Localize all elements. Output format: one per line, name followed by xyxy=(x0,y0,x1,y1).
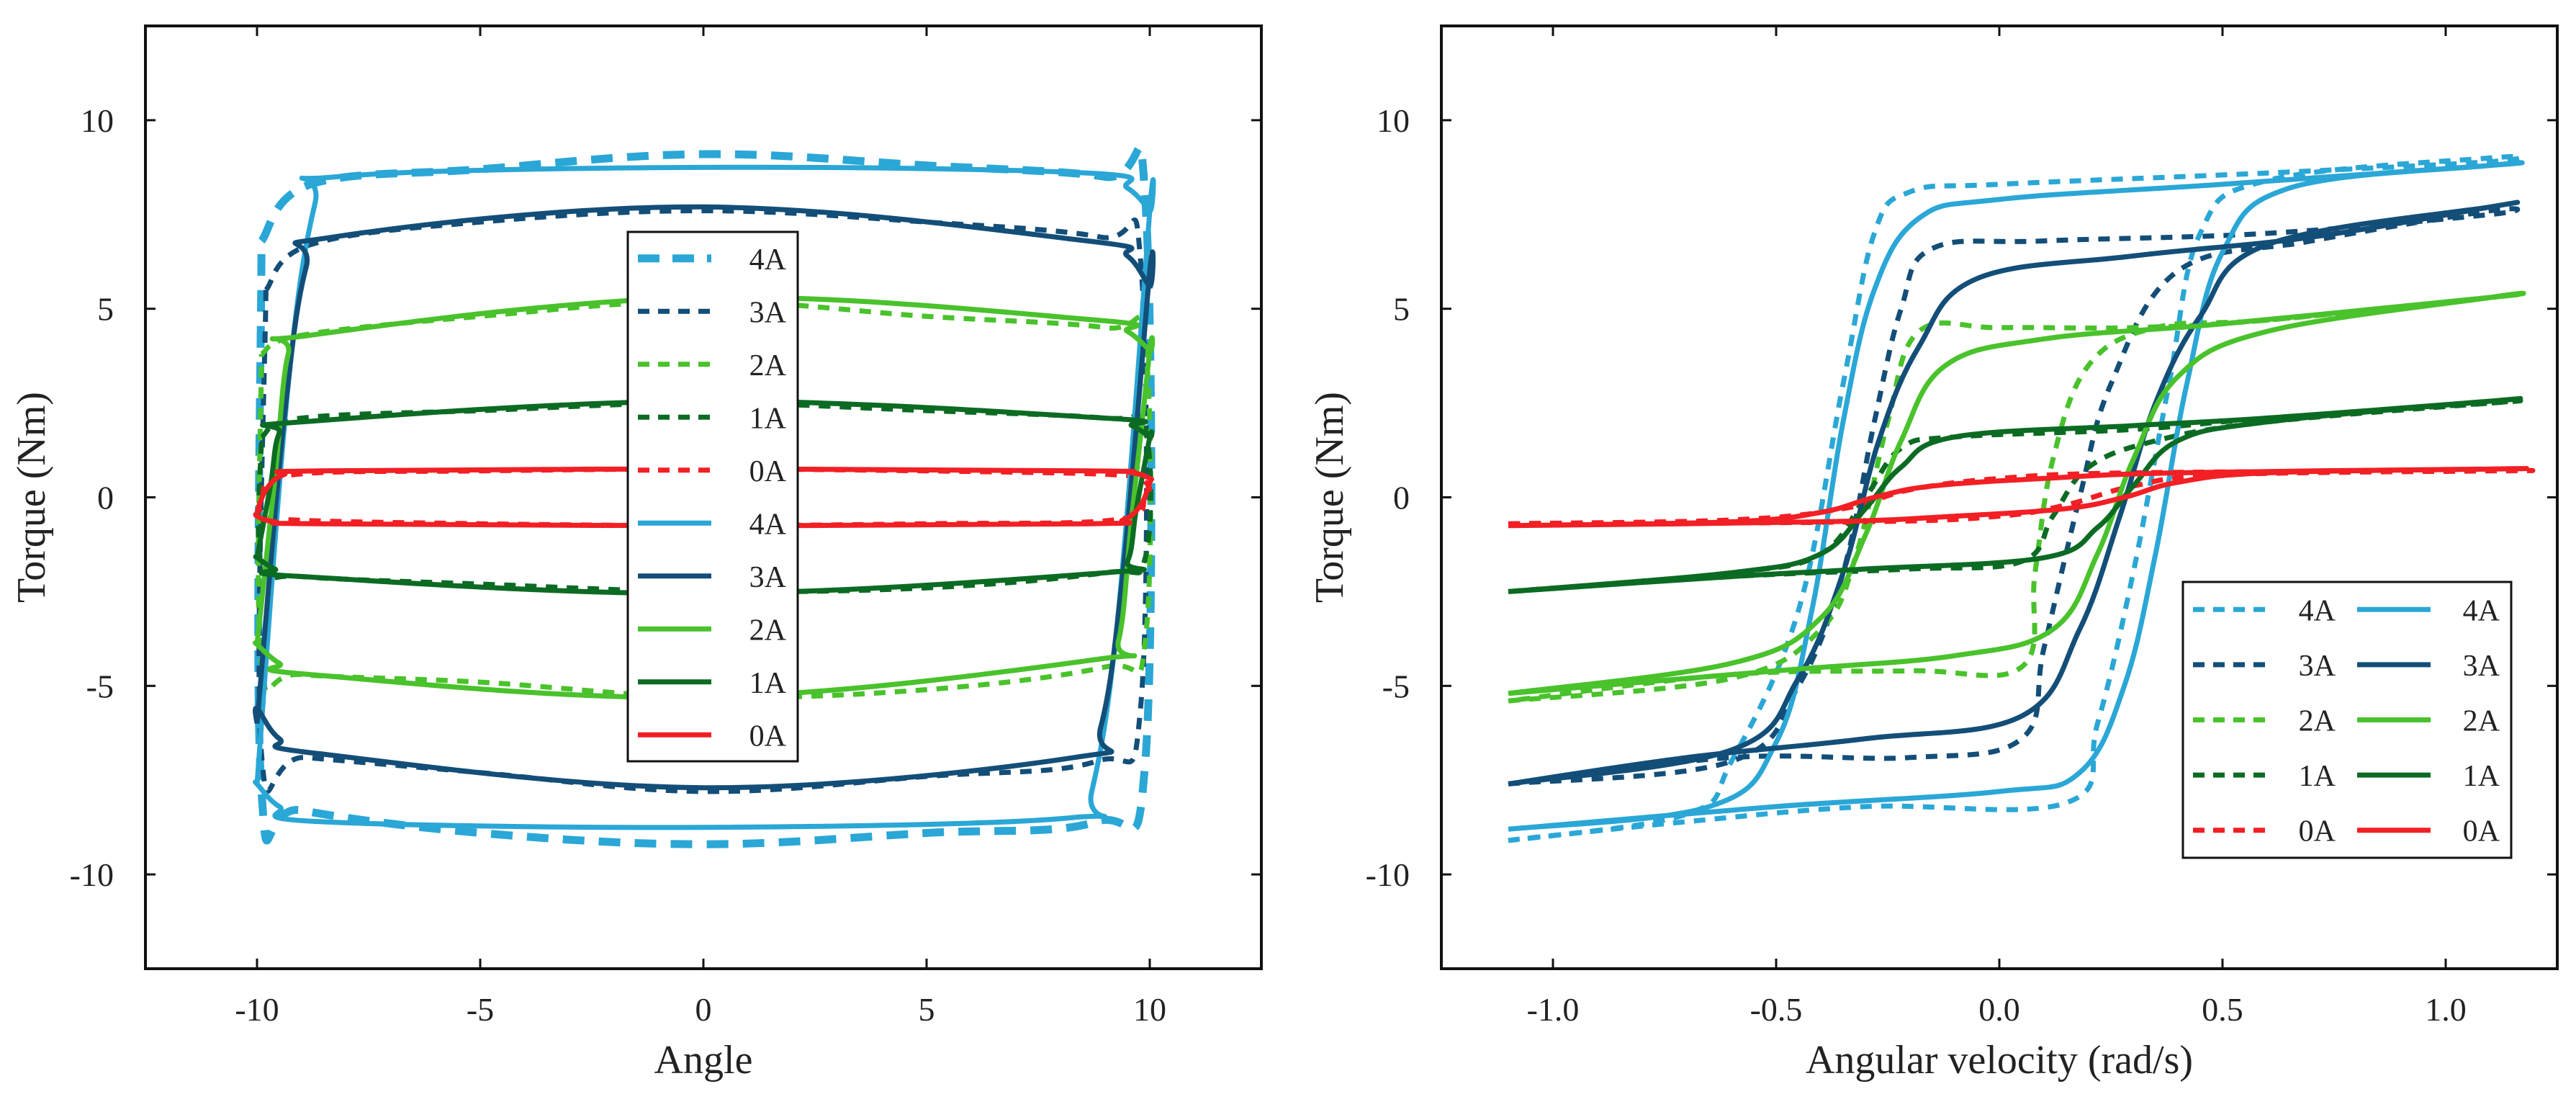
y-tick-label: 10 xyxy=(81,102,114,139)
x-tick-label: -10 xyxy=(235,991,279,1028)
x-tick-label: -1.0 xyxy=(1527,991,1580,1028)
left-panel-angle-torque: -10 -5 0 5 10 -10 -5 0 5 10 Angle Torque (Nm) 4A 3A 2A… xyxy=(9,24,1263,1083)
series-group xyxy=(1508,154,2536,843)
legend-label: 1A xyxy=(2299,760,2336,793)
y-tick-label: 0 xyxy=(97,480,114,516)
legend-label: 3A xyxy=(2299,650,2336,683)
x-tick-label: 0 xyxy=(695,991,712,1028)
legend: 4A 4A 3A 3A 2A 2A 1A 1A 0A 0A xyxy=(2181,581,2513,859)
legend-label: 0A xyxy=(2299,815,2336,848)
x-tick-label: -5 xyxy=(467,991,494,1028)
y-tick-label: -5 xyxy=(1382,668,1410,704)
y-tick-label: -10 xyxy=(1366,856,1410,893)
x-tick-label: 10 xyxy=(1133,991,1166,1028)
series-3A-solid xyxy=(253,204,1156,791)
y-tick-label: 5 xyxy=(1393,291,1410,328)
y-axis-title: Torque (Nm) xyxy=(9,392,54,603)
legend-label: 3A xyxy=(749,561,787,594)
series-2A-solid xyxy=(1508,290,2526,696)
y-tick-label: 10 xyxy=(1377,102,1410,139)
series-group xyxy=(253,143,1156,848)
legend-label: 2A xyxy=(749,614,787,647)
legend-box xyxy=(2181,581,2513,859)
series-2A-solid xyxy=(253,295,1156,700)
series-0A-solid xyxy=(1508,466,2530,529)
series-3A-dashed xyxy=(1508,206,2521,786)
legend-label: 2A xyxy=(749,349,787,382)
legend-box xyxy=(626,230,799,763)
legend-label: 0A xyxy=(749,720,787,753)
y-tick-label: 5 xyxy=(97,291,114,328)
right-panel-velocity-torque: -1.0 -0.5 0.0 0.5 1.0 -10 -5 0 5 10 Angular veloci… xyxy=(1307,24,2559,1083)
x-tick-label: 1.0 xyxy=(2425,991,2467,1028)
legend-label: 0A xyxy=(749,455,787,488)
legend-label: 4A xyxy=(2463,594,2500,627)
legend-label: 0A xyxy=(2463,815,2500,848)
legend-label: 3A xyxy=(2463,650,2500,683)
series-4A-dashed xyxy=(254,143,1156,848)
y-tick-label: 0 xyxy=(1393,480,1410,516)
legend-label: 1A xyxy=(749,667,787,700)
series-4A-solid xyxy=(253,164,1156,830)
x-tick-label: 0.5 xyxy=(2202,991,2243,1028)
legend-label: 1A xyxy=(2463,760,2500,793)
y-axis-title: Torque (Nm) xyxy=(1307,392,1352,603)
x-tick-label: 5 xyxy=(919,991,935,1028)
legend-label: 4A xyxy=(2299,594,2336,627)
series-1A-solid xyxy=(253,398,1155,596)
x-tick-label: 0.0 xyxy=(1978,991,2020,1028)
series-0A-solid xyxy=(253,466,1155,529)
x-axis-title: Angular velocity (rad/s) xyxy=(1806,1038,2193,1083)
y-tick-label: -5 xyxy=(86,668,114,704)
legend-label: 4A xyxy=(749,243,787,277)
legend-label: 1A xyxy=(749,402,787,435)
legend: 4A 3A 2A 1A 0A 4A 3A 2A 1A 0A xyxy=(626,230,799,763)
series-4A-solid xyxy=(1508,160,2525,832)
series-1A-solid xyxy=(1508,395,2523,594)
legend-label: 3A xyxy=(749,296,787,329)
y-tick-label: -10 xyxy=(70,856,114,893)
legend-label: 4A xyxy=(749,508,787,541)
legend-label: 2A xyxy=(2463,705,2500,738)
x-tick-label: -0.5 xyxy=(1750,991,1803,1028)
legend-label: 2A xyxy=(2299,705,2336,738)
x-axis-title: Angle xyxy=(654,1038,753,1083)
